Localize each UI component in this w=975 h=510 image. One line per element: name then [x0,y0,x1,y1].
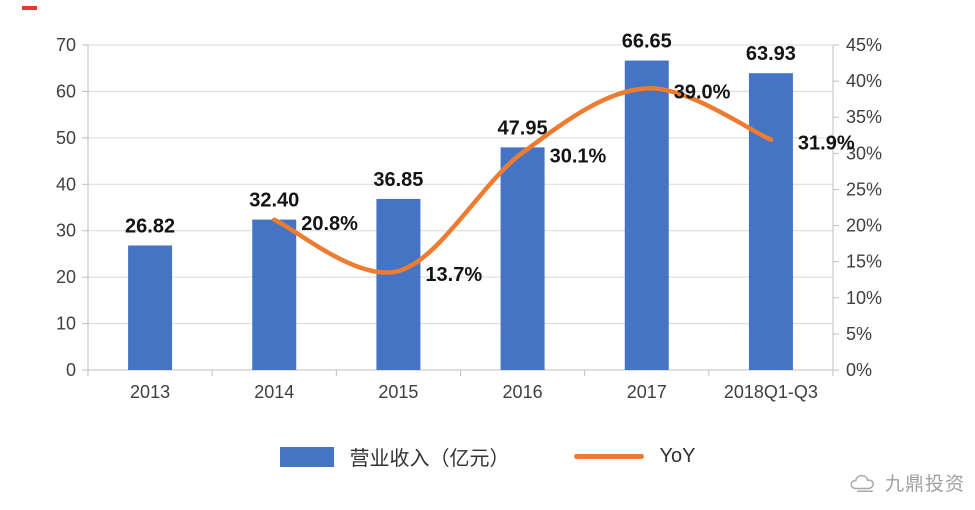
jiuding-logo-icon [850,474,874,492]
left-axis-tick-label: 60 [56,81,76,101]
left-axis-tick-label: 50 [56,128,76,148]
right-axis-tick-label: 20% [846,216,882,236]
revenue-bar [624,60,669,371]
bar-value-label: 47.95 [498,117,548,139]
left-axis-tick-label: 70 [56,35,76,55]
left-axis-tick-label: 40 [56,174,76,194]
x-axis-category-label: 2015 [378,382,418,402]
left-axis-tick-label: 20 [56,267,76,287]
red-mark [22,6,37,10]
x-axis-category-label: 2013 [130,382,170,402]
right-axis-tick-label: 15% [846,252,882,272]
bar-value-label: 63.93 [746,43,796,65]
right-axis-tick-label: 25% [846,179,882,199]
left-axis-tick-label: 30 [56,221,76,241]
bar-value-label: 32.40 [249,190,299,212]
right-axis-tick-label: 0% [846,360,872,380]
yoy-point-label: 20.8% [301,213,358,235]
left-axis-tick-label: 10 [56,314,76,334]
bar-value-label: 36.85 [373,169,423,191]
chart-svg: 0 10 20 30 40 50 60 70 0% 5% 10% 15% 20% 25% 30% 35% 40%… [56,31,882,402]
x-axis-category-label: 2016 [503,382,543,402]
revenue-legend-swatch [279,446,334,467]
right-axis-tick-label: 45% [846,35,882,55]
x-axis-category-label: 2018Q1-Q3 [724,382,818,402]
x-axis-category-label: 2017 [627,382,667,402]
yoy-legend-swatch [573,454,644,459]
revenue-bar [500,147,545,370]
yoy-point-label: 13.7% [425,264,482,286]
revenue-bar [748,73,793,371]
revenue-bar [252,219,297,370]
watermark: 九鼎投资 [849,469,965,496]
bar-value-label: 26.82 [125,215,175,237]
yoy-point-label: 30.1% [550,146,607,168]
x-axis-category-label: 2014 [254,382,294,402]
right-axis-tick-label: 30% [846,143,882,163]
yoy-point-label: 31.9% [798,133,855,155]
watermark-text: 九鼎投资 [884,474,965,495]
left-axis-tick-label: 0 [66,360,76,380]
legend-item-yoy: YoY [573,445,696,468]
bar-value-label: 66.65 [622,31,672,53]
right-axis-tick-label: 10% [846,288,882,308]
revenue-bar [376,198,421,370]
revenue-bar [128,245,173,370]
revenue-legend-label: 营业收入（亿元） [349,448,510,470]
legend: 营业收入（亿元） YoY [0,442,975,471]
right-axis-tick-label: 40% [846,71,882,91]
yoy-point-label: 39.0% [674,81,731,103]
right-axis-tick-label: 35% [846,107,882,127]
yoy-line [272,86,774,275]
legend-item-revenue: 营业收入（亿元） [279,442,510,471]
right-axis-tick-label: 5% [846,324,872,344]
yoy-legend-label: YoY [659,445,696,467]
